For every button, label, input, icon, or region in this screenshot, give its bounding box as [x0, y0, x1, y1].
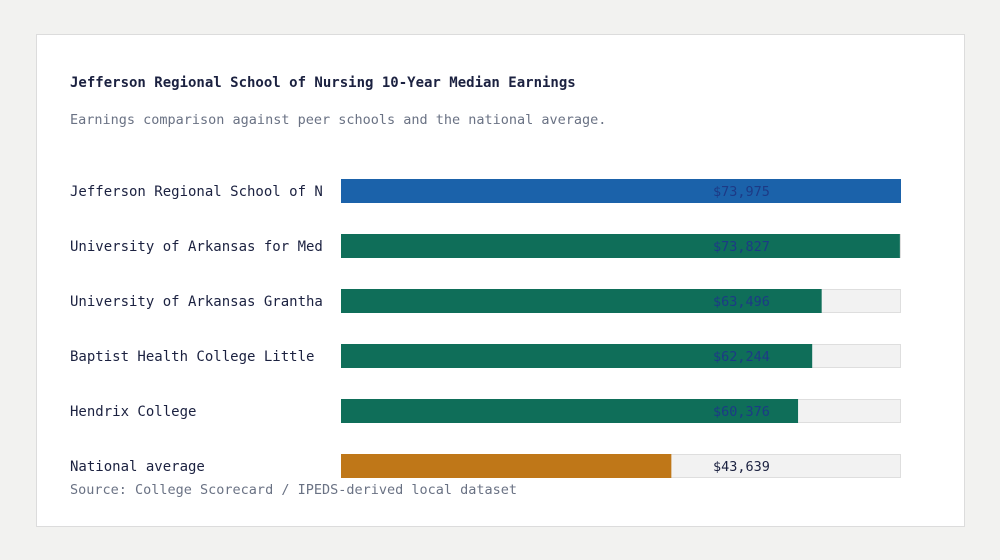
chart-card: Jefferson Regional School of Nursing 10-… — [36, 34, 965, 527]
source-note: Source: College Scorecard / IPEDS-derive… — [70, 482, 518, 498]
value-label: $62,244 — [713, 349, 770, 365]
category-label: Hendrix College — [70, 404, 196, 420]
bar-row: University of Arkansas for Med $73,827 — [70, 234, 901, 258]
bar-4 — [341, 344, 813, 368]
category-label: Baptist Health College Little — [70, 349, 314, 365]
category-label: University of Arkansas Grantha — [70, 294, 323, 310]
bar-6 — [341, 454, 672, 478]
bar-row: Jefferson Regional School of N $73,975 — [70, 179, 901, 203]
value-label: $43,639 — [713, 459, 770, 475]
value-label: $73,827 — [713, 239, 770, 255]
chart-subtitle: Earnings comparison against peer schools… — [70, 112, 607, 128]
category-label: National average — [70, 459, 205, 475]
bar-row: National average $43,639 — [70, 454, 901, 478]
bar-1 — [341, 179, 901, 203]
category-label: University of Arkansas for Med — [70, 239, 323, 255]
value-label: $63,496 — [713, 294, 770, 310]
value-label: $73,975 — [713, 184, 770, 200]
bar-row: Baptist Health College Little $62,244 — [70, 344, 901, 368]
chart-title: Jefferson Regional School of Nursing 10-… — [70, 75, 576, 91]
bar-row: Hendrix College $60,376 — [70, 399, 901, 423]
bar-2 — [341, 234, 900, 258]
value-label: $60,376 — [713, 404, 770, 420]
bar-5 — [341, 399, 799, 423]
bar-row: University of Arkansas Grantha $63,496 — [70, 289, 901, 313]
bar-chart: Jefferson Regional School of N $73,975 Uni… — [70, 179, 901, 478]
category-label: Jefferson Regional School of N — [70, 184, 323, 200]
bar-3 — [341, 289, 822, 313]
